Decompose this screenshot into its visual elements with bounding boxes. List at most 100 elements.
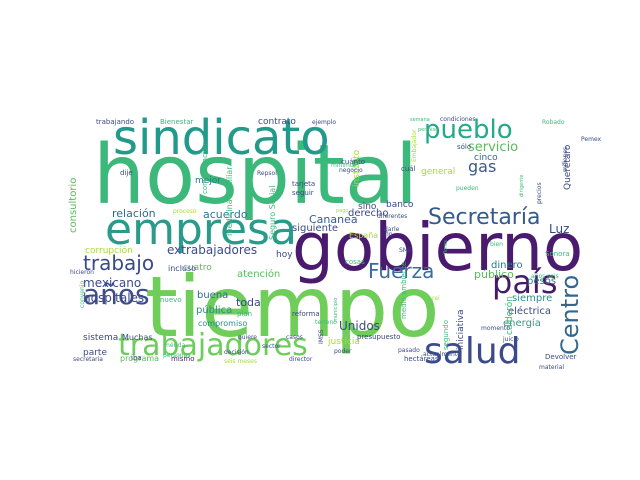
word-semana: semana	[410, 117, 430, 123]
word-años: años	[83, 278, 150, 311]
word-poder: poder	[334, 348, 352, 355]
word-compensación: compensación	[201, 143, 209, 194]
word-quiere: quiere	[238, 334, 257, 341]
word-rei: rei	[432, 295, 440, 302]
word-municipio: municipio	[333, 298, 339, 322]
word-general: general	[421, 167, 455, 177]
word-luz: Luz	[549, 222, 569, 236]
word-banco: banco	[386, 200, 414, 210]
word-momento: momento	[481, 325, 510, 332]
word-terreno: terreno	[315, 319, 337, 326]
word-sistema: sistema	[83, 333, 118, 343]
word-salud: salud	[424, 331, 521, 372]
word-energía: energía	[503, 317, 541, 329]
word-material: material	[539, 364, 564, 371]
word-mínimo: mínimo	[331, 162, 354, 169]
word-cosas: cosas	[345, 258, 365, 266]
word-hectáreas: hectáreas	[404, 355, 439, 363]
word-país: país	[492, 263, 557, 301]
word-cloud-words: hospitaltiempogobiernosindicatoempresatr…	[68, 110, 602, 372]
word-pemex: Pemex	[581, 136, 602, 143]
word-eléctrica: eléctrica	[508, 305, 551, 317]
word-director: director	[289, 356, 313, 363]
word-imss: IMSS	[318, 329, 325, 344]
word-acuerdo: acuerdo	[203, 208, 248, 221]
word-bienestar: Bienestar	[160, 118, 193, 126]
word-negocio: negocio	[339, 167, 363, 174]
word-unidos: Unidos	[339, 319, 380, 333]
word-condiciones: condiciones	[440, 116, 476, 123]
word-convenio: convenio	[79, 281, 86, 308]
word-sector: sector	[262, 343, 281, 350]
word-reforma: reforma	[292, 310, 320, 318]
word-programa: programa	[120, 354, 159, 363]
word-sólo: sólo	[457, 143, 471, 151]
word-pesos: pesos	[527, 276, 556, 287]
word-seis-meses: seis meses	[224, 358, 257, 365]
word-mejor: mejor	[195, 176, 221, 186]
word-personas: personas	[163, 352, 190, 359]
word-gobierno: gobierno	[292, 209, 583, 286]
word-derecho: derecho	[348, 208, 389, 219]
word-público: público	[474, 268, 514, 281]
word-segundo: segundo	[442, 320, 450, 350]
word-sonora: Sonora	[545, 250, 570, 258]
word-sindicato: sindicato	[113, 110, 330, 166]
word-repsol: Repsol	[257, 170, 277, 177]
word-juicio: juicio	[502, 336, 519, 343]
word-sme: SME	[399, 247, 412, 254]
word-bien: bien	[490, 241, 503, 248]
word-secretaría: Secretaría	[428, 205, 540, 230]
word-hoy: hoy	[276, 250, 293, 260]
word-buena: buena	[197, 290, 228, 301]
word-pública: pública	[196, 304, 232, 316]
word-muchas: Muchas	[122, 333, 153, 342]
word-cuál: cuál	[401, 165, 416, 173]
word-diferentes: diferentes	[377, 213, 407, 220]
word-pago: pago	[336, 208, 348, 214]
word-seguir: seguir	[292, 189, 314, 197]
word-medicina-familiar: medicina familiar	[225, 166, 234, 236]
word-millones: millones	[562, 147, 569, 172]
word-cuatro: cuatro	[183, 263, 212, 273]
word-relación: relación	[112, 207, 156, 220]
word-casos: casos	[286, 334, 303, 341]
word-iniciativa: iniciativa	[456, 309, 466, 350]
word-tarjeta: tarjeta	[292, 180, 315, 188]
word-incluso: incluso	[168, 264, 196, 273]
word-instituto: instituto	[352, 149, 362, 187]
word-mismo: mismo	[171, 355, 195, 363]
word-precios: precios	[536, 182, 543, 204]
word-pasado: pasado	[398, 347, 420, 354]
word-corrupción: corrupción	[85, 245, 133, 256]
word-fin: fin	[385, 231, 393, 238]
word-cananea: Cananea	[309, 213, 358, 226]
word-hospitales: hospitales	[83, 291, 144, 305]
word-cloud-background	[80, 108, 578, 371]
word-contrato: contrato	[258, 117, 296, 127]
word-extrabajadores: extrabajadores	[167, 243, 257, 257]
word-proceso: proceso	[173, 208, 197, 215]
word-siempre: siempre	[512, 293, 552, 304]
word-permiso: permiso	[418, 127, 438, 133]
word-gas: gas	[468, 157, 496, 176]
word-años-seis: años seis	[531, 273, 559, 280]
word-cinco: cinco	[474, 153, 498, 163]
word-siguiente: siguiente	[292, 223, 338, 234]
word-hospital: hospital	[93, 128, 418, 223]
word-parte: parte	[83, 348, 107, 358]
word-nuevo: nuevo	[160, 296, 182, 304]
word-decisión: decisión	[224, 349, 249, 356]
word-sino: sino	[358, 202, 377, 212]
word-secretaria: secretaria	[73, 356, 103, 363]
word-justicia: justicia	[327, 337, 360, 347]
word-trabajando: trabajando	[96, 118, 134, 126]
word-mexicano: mexicano	[83, 276, 141, 290]
word-darle: darle	[384, 226, 400, 233]
word-compromiso: compromiso	[198, 319, 247, 328]
word-devolver: Devolver	[545, 353, 577, 361]
word-fuerza: Fuerza	[368, 259, 434, 283]
word-tiempo: tiempo	[145, 258, 440, 356]
